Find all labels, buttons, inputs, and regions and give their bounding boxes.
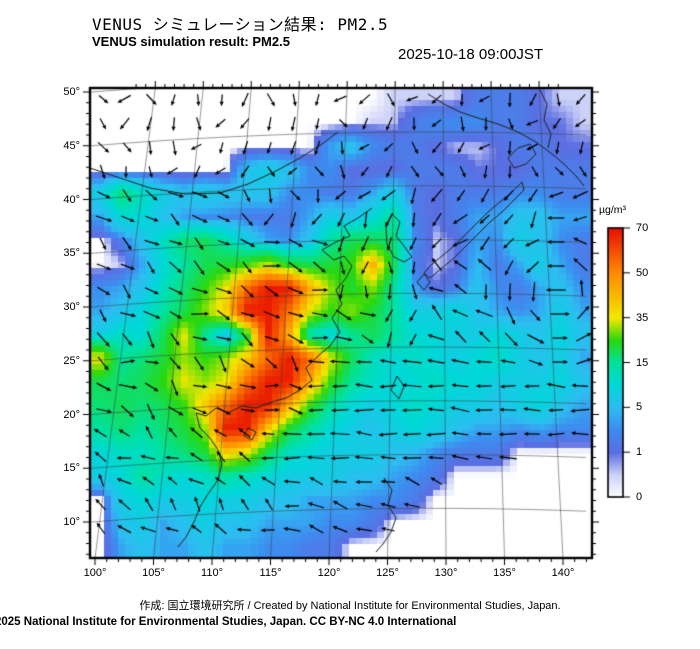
lat-tick-label: 10° — [63, 516, 80, 528]
lon-tick-label: 100° — [83, 567, 107, 579]
colorbar-tick-label: 15 — [636, 356, 649, 369]
colorbar-unit-label: µg/m³ — [599, 204, 627, 216]
lat-tick-label: 45° — [63, 139, 80, 152]
lat-tick-label: 40° — [63, 193, 80, 206]
colorbar-tick-label: 35 — [636, 311, 649, 324]
lat-tick-label: 50° — [63, 86, 80, 98]
colorbar-tick-label: 1 — [636, 446, 643, 459]
lon-tick-label: 110° — [201, 567, 223, 579]
license-line: 2025 National Institute for Environmenta… — [0, 616, 457, 628]
page-title-japanese: VENUS シミュレーション結果: PM2.5 — [92, 15, 389, 34]
lon-tick-label: 125° — [376, 567, 399, 579]
lat-tick-label: 25° — [63, 354, 80, 367]
colorbar-tick-label: 5 — [636, 401, 643, 414]
lat-tick-label: 20° — [63, 408, 80, 421]
lon-tick-label: 130° — [434, 567, 458, 579]
colorbar-tick-label: 70 — [636, 222, 649, 234]
lon-tick-label: 105° — [142, 567, 165, 579]
lat-tick-label: 35° — [63, 247, 80, 260]
timestamp-label: 2025-10-18 09:00JST — [398, 46, 544, 63]
lon-tick-label: 115° — [259, 567, 282, 579]
lon-tick-label: 135° — [493, 567, 516, 579]
colorbar-tick-label: 0 — [636, 491, 643, 503]
lon-tick-label: 140° — [551, 567, 575, 579]
credit-line: 作成: 国立環境研究所 / Created by National Instit… — [139, 600, 561, 612]
page-title-english: VENUS simulation result: PM2.5 — [92, 34, 290, 49]
lon-tick-label: 120° — [317, 567, 341, 579]
lat-tick-label: 30° — [63, 301, 80, 313]
colorbar-tick-label: 50 — [636, 266, 649, 279]
lat-tick-label: 15° — [63, 462, 80, 475]
